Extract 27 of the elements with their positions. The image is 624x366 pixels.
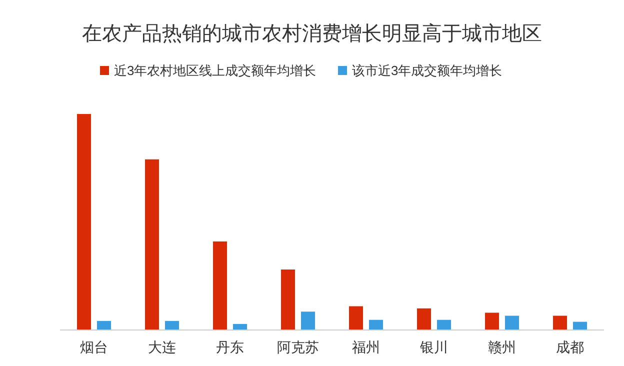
bar [213,241,227,330]
bar [505,316,519,330]
bar [417,308,431,330]
bar [573,322,587,330]
bar [233,324,247,330]
x-tick-label: 赣州 [488,339,516,355]
x-tick-label: 阿克苏 [277,339,319,355]
bar [485,312,499,330]
x-tick-label: 福州 [352,339,380,355]
x-tick-label: 丹东 [216,339,244,355]
x-tick-label: 大连 [148,339,176,355]
x-tick-label: 烟台 [80,339,108,355]
x-tick-label: 成都 [556,339,584,355]
bar [437,320,451,330]
bar [301,312,315,330]
legend-label: 该市近3年成交额年均增长 [352,63,502,78]
bar [97,320,111,330]
bar [165,320,179,330]
bar [145,159,159,330]
bar [281,270,295,330]
bar [369,320,383,330]
legend-label: 近3年农村地区线上成交额年均增长 [114,63,316,78]
bar [349,306,363,330]
bar [553,316,567,330]
bar [77,114,91,330]
x-tick-label: 银川 [419,339,448,355]
chart-title: 在农产品热销的城市农村消费增长明显高于城市地区 [82,22,542,45]
